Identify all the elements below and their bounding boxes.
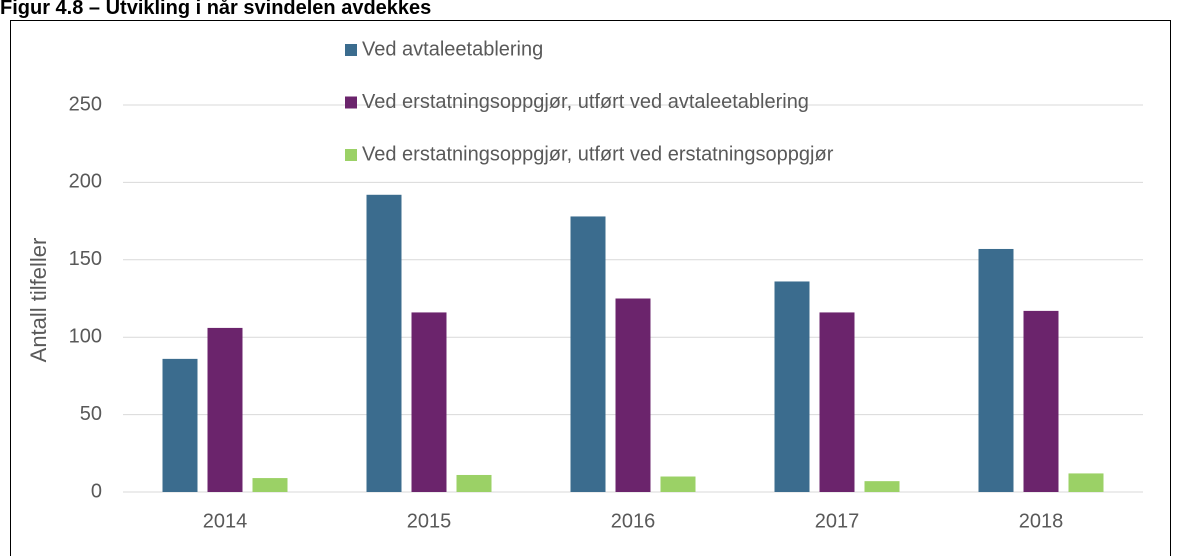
bar — [660, 476, 696, 492]
y-tick-label: 200 — [69, 171, 102, 193]
x-tick-label: 2017 — [815, 510, 860, 532]
bar — [162, 358, 198, 492]
bar — [615, 298, 651, 492]
legend-swatch — [345, 96, 357, 109]
y-axis-label: Antall tilfeller — [26, 238, 51, 363]
bar — [207, 327, 243, 492]
bar — [978, 248, 1014, 492]
legend-label: Ved erstatningsoppgjør, utført ved ersta… — [362, 143, 834, 165]
legend-swatch — [345, 149, 357, 161]
x-tick-label: 2018 — [1019, 510, 1064, 532]
chart-title: Figur 4.8 – Utvikling i når svindelen av… — [0, 0, 431, 19]
chart-border — [10, 20, 1171, 556]
bar — [774, 281, 810, 492]
bar — [252, 478, 288, 492]
bar — [1023, 310, 1059, 492]
bar — [819, 312, 855, 492]
y-tick-label: 150 — [69, 248, 102, 270]
legend-swatch — [345, 44, 357, 56]
bar — [864, 481, 900, 492]
y-tick-label: 100 — [69, 325, 102, 347]
x-tick-label: 2016 — [611, 510, 656, 532]
bar — [570, 216, 606, 492]
y-tick-label: 0 — [91, 480, 102, 502]
legend-label: Ved avtaleetablering — [362, 38, 543, 60]
y-tick-label: 50 — [80, 403, 102, 425]
legend-label: Ved erstatningsoppgjør, utført ved avtal… — [362, 91, 809, 113]
bar — [1068, 473, 1104, 492]
bar — [411, 312, 447, 492]
y-tick-label: 250 — [69, 93, 102, 115]
x-tick-label: 2014 — [203, 510, 248, 532]
x-tick-label: 2015 — [407, 510, 452, 532]
bar — [366, 194, 402, 492]
bar — [456, 474, 492, 492]
